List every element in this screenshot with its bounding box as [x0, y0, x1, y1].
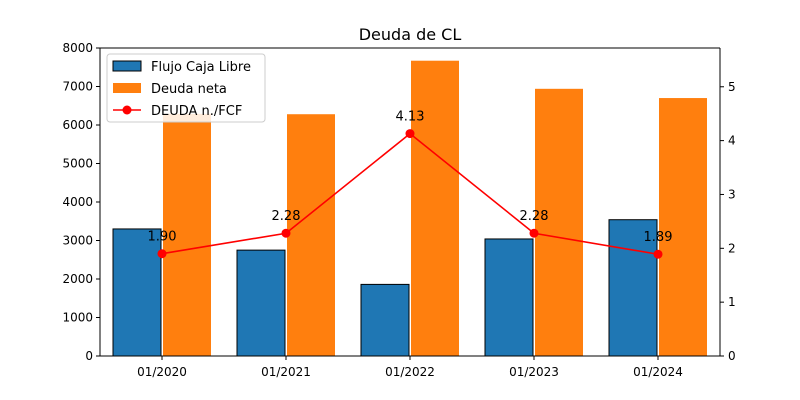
y-tick-label-left: 7000	[62, 80, 93, 94]
legend-swatch	[112, 60, 142, 72]
y-tick-label-left: 5000	[62, 157, 93, 171]
line-point	[281, 228, 291, 238]
data-label: 2.28	[520, 209, 549, 224]
legend-label: Deuda neta	[151, 82, 227, 97]
bar-flujo-caja-libre	[484, 238, 534, 357]
x-tick-label: 01/2023	[509, 365, 559, 379]
bar-deuda-neta	[659, 98, 707, 357]
x-tick-label: 01/2020	[137, 365, 187, 379]
y-tick-label-left: 3000	[62, 234, 93, 248]
data-label: 1.89	[644, 230, 673, 245]
y-tick-label-right: 4	[728, 134, 736, 148]
legend: Flujo Caja Libre Deuda neta DEUDA n./FCF	[106, 53, 266, 123]
bar-flujo-caja-libre	[112, 228, 162, 357]
y-tick-label-left: 0	[85, 349, 93, 363]
x-tick-label: 01/2024	[633, 365, 683, 379]
bar-flujo-caja-libre	[236, 249, 286, 357]
line-point	[157, 249, 167, 259]
data-label: 1.90	[148, 230, 177, 245]
y-tick-label-right: 5	[728, 80, 736, 94]
bar-deuda-neta	[411, 60, 459, 357]
bar-deuda-neta	[287, 114, 335, 356]
y-tick-label-right: 0	[728, 349, 736, 363]
y-tick-label-left: 1000	[62, 311, 93, 325]
x-tick-label: 01/2022	[385, 365, 435, 379]
line-point	[405, 129, 415, 139]
legend-label: Flujo Caja Libre	[151, 60, 251, 75]
bar-deuda-neta	[535, 88, 583, 356]
legend-box	[106, 53, 266, 123]
y-tick-label-right: 1	[728, 295, 736, 309]
legend-marker	[122, 105, 132, 115]
y-tick-label-left: 8000	[62, 41, 93, 55]
line-point	[653, 249, 663, 259]
y-tick-label-right: 3	[728, 187, 736, 201]
bar-deuda-neta	[163, 113, 211, 357]
y-tick-label-right: 2	[728, 241, 736, 255]
legend-label: DEUDA n./FCF	[151, 104, 242, 119]
data-label: 4.13	[396, 110, 425, 125]
y-tick-label-left: 2000	[62, 272, 93, 286]
line-point	[529, 228, 539, 238]
bar-flujo-caja-libre	[360, 283, 410, 357]
plot-area: 1.902.284.132.281.8901000200030004000500…	[62, 41, 735, 379]
chart-title: Deuda de CL	[359, 25, 462, 44]
x-tick-label: 01/2021	[261, 365, 311, 379]
data-label: 2.28	[272, 209, 301, 224]
y-tick-label-left: 4000	[62, 195, 93, 209]
y-tick-label-left: 6000	[62, 118, 93, 132]
legend-swatch	[113, 83, 141, 93]
